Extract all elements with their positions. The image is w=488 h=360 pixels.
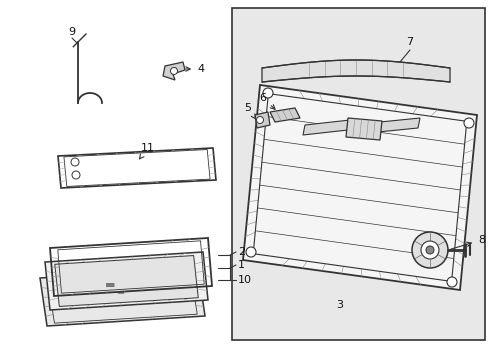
Polygon shape [163,62,184,80]
Text: 4: 4 [185,64,203,74]
Polygon shape [377,118,419,132]
Text: 2: 2 [238,247,244,257]
Polygon shape [262,60,449,82]
Circle shape [446,277,456,287]
Polygon shape [55,256,198,306]
Text: 9: 9 [68,27,76,37]
Circle shape [256,117,263,123]
Circle shape [263,88,272,98]
Polygon shape [231,8,484,340]
Text: 3: 3 [336,300,343,310]
Polygon shape [45,252,207,310]
Circle shape [411,232,447,268]
Text: 11: 11 [139,143,155,159]
Circle shape [245,247,256,257]
Text: 10: 10 [238,275,251,285]
Circle shape [463,118,473,128]
Polygon shape [243,85,476,290]
Circle shape [425,246,433,254]
Text: 1: 1 [238,260,244,270]
Polygon shape [40,268,204,326]
Polygon shape [254,112,269,128]
Polygon shape [303,120,349,135]
Text: ▬: ▬ [116,288,123,297]
Polygon shape [269,108,299,122]
Circle shape [420,241,438,259]
Circle shape [170,68,177,75]
Text: 6: 6 [259,93,275,109]
Circle shape [71,158,79,166]
Text: 5: 5 [244,103,255,119]
Polygon shape [346,118,381,140]
Text: 7: 7 [406,37,413,47]
Circle shape [72,171,80,179]
Text: 8: 8 [450,235,484,249]
Text: ▬: ▬ [104,280,115,290]
Polygon shape [58,148,216,188]
